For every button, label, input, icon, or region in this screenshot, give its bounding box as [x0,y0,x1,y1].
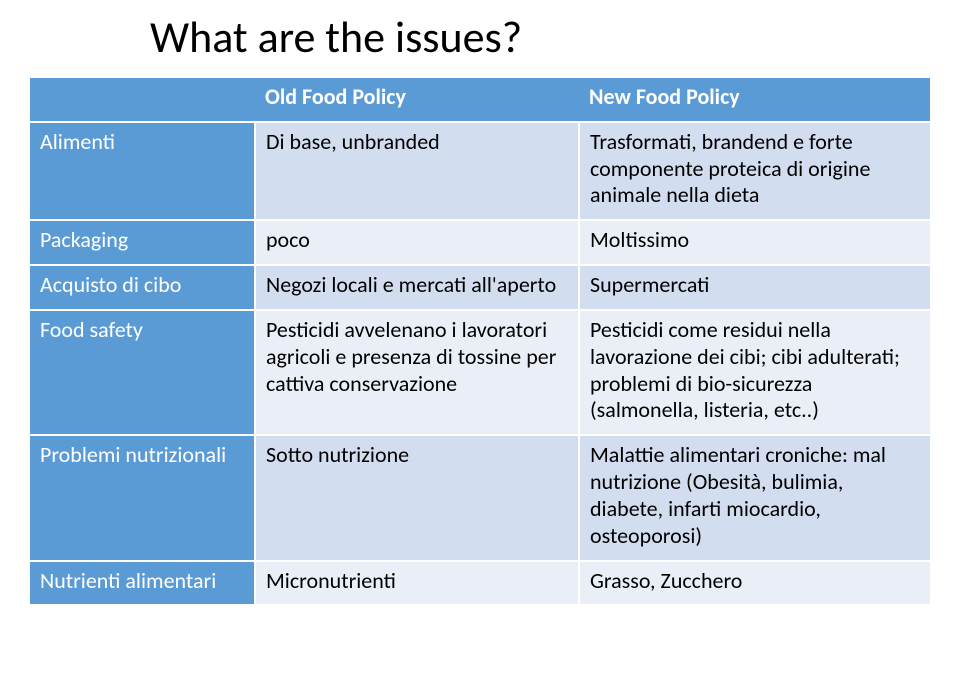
slide: What are the issues? Old Food Policy New… [0,0,960,697]
table-row: Packaging poco Moltissimo [30,220,930,265]
cell-new: Moltissimo [579,220,930,265]
row-label: Problemi nutrizionali [30,435,255,560]
row-label: Food safety [30,310,255,435]
row-label: Alimenti [30,122,255,220]
table-row: Acquisto di cibo Negozi locali e mercati… [30,265,930,310]
table-header-row: Old Food Policy New Food Policy [30,78,930,122]
row-label: Nutrienti alimentari [30,561,255,606]
cell-old: Negozi locali e mercati all'aperto [255,265,579,310]
page-title: What are the issues? [150,10,930,64]
table-row: Nutrienti alimentari Micronutrienti Gras… [30,561,930,606]
cell-new: Pesticidi come residui nella lavorazione… [579,310,930,435]
cell-old: Di base, unbranded [255,122,579,220]
policy-table: Old Food Policy New Food Policy Alimenti… [30,78,930,606]
table-row: Food safety Pesticidi avvelenano i lavor… [30,310,930,435]
header-new: New Food Policy [579,78,930,122]
cell-new: Malattie alimentari croniche: mal nutriz… [579,435,930,560]
cell-new: Supermercati [579,265,930,310]
header-blank [30,78,255,122]
table-row: Problemi nutrizionali Sotto nutrizione M… [30,435,930,560]
table-row: Alimenti Di base, unbranded Trasformati,… [30,122,930,220]
cell-new: Trasformati, brandend e forte componente… [579,122,930,220]
cell-old: Sotto nutrizione [255,435,579,560]
cell-old: poco [255,220,579,265]
cell-old: Pesticidi avvelenano i lavoratori agrico… [255,310,579,435]
cell-new: Grasso, Zucchero [579,561,930,606]
row-label: Acquisto di cibo [30,265,255,310]
header-old: Old Food Policy [255,78,579,122]
cell-old: Micronutrienti [255,561,579,606]
row-label: Packaging [30,220,255,265]
